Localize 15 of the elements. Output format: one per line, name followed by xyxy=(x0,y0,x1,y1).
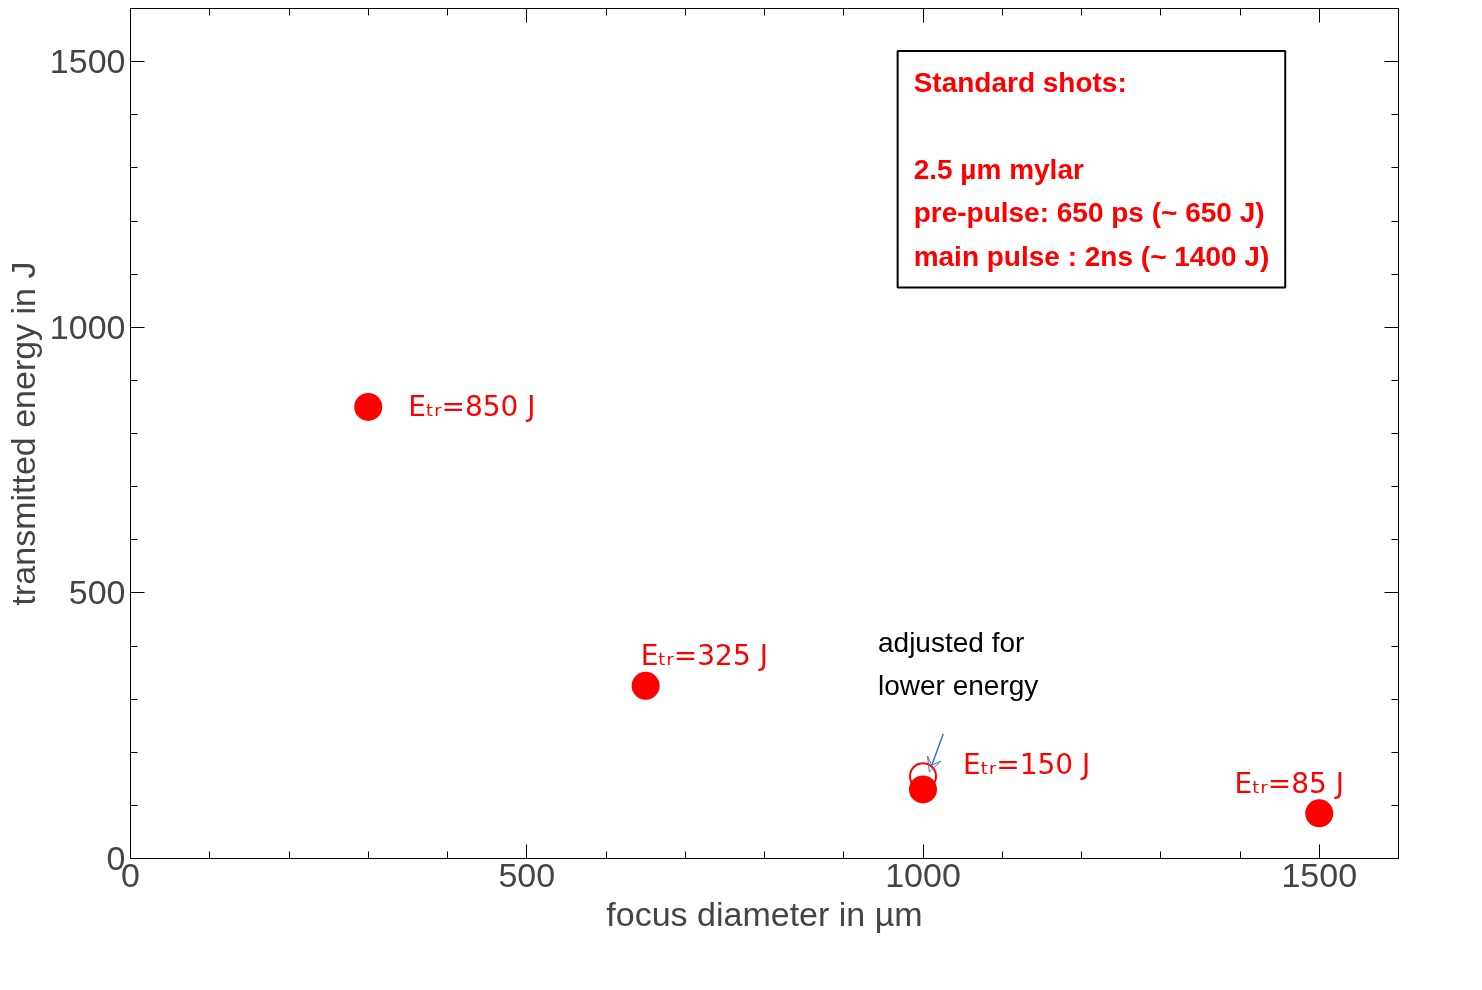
annotation: Eₜᵣ=325 J xyxy=(640,639,768,673)
annotation: Standard shots: xyxy=(913,67,1127,98)
x-tick-label: 500 xyxy=(498,855,556,894)
annotation: Eₜᵣ=85 J xyxy=(1234,766,1344,800)
annotation: Eₜᵣ=150 J xyxy=(963,747,1091,781)
y-axis-title: transmitted energy in J xyxy=(3,261,42,606)
x-axis-title: focus diameter in µm xyxy=(606,894,923,933)
y-tick-label: 1500 xyxy=(49,42,126,81)
y-tick-label: 1000 xyxy=(49,307,126,346)
x-tick-label: 1500 xyxy=(1281,855,1358,894)
x-tick-label: 1000 xyxy=(885,855,961,894)
y-tick-label: 500 xyxy=(68,573,126,612)
annotation: Eₜᵣ=850 J xyxy=(408,390,536,424)
annotation: 2.5 µm mylar pre-pulse: 650 ps (~ 650 J) main pulse : 2ns (~ 1400 J) xyxy=(913,153,1270,272)
annotation: adjusted for lower energy xyxy=(878,626,1039,702)
